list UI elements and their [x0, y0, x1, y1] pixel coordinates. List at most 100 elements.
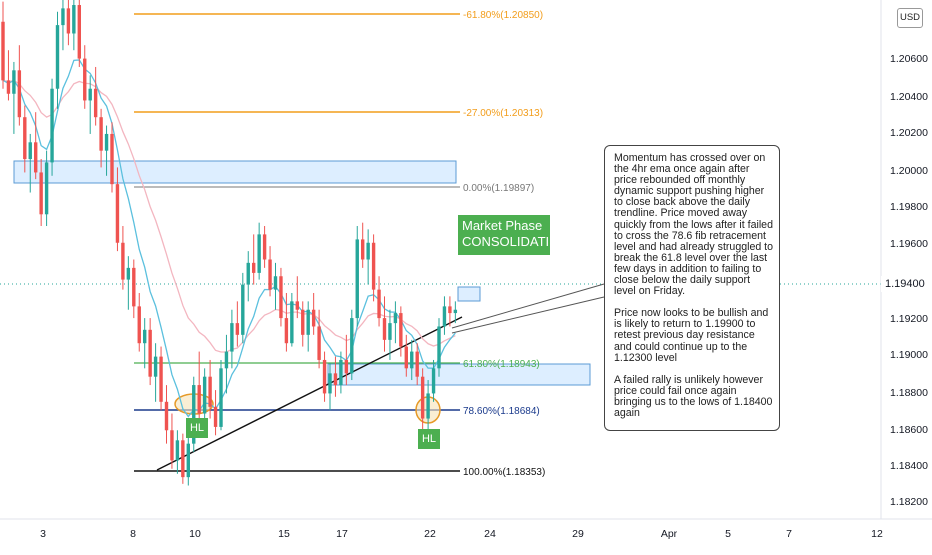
candle: [148, 318, 152, 386]
candle-body: [252, 262, 256, 273]
candle-body: [420, 376, 425, 419]
candle: [208, 359, 212, 419]
candle: [339, 351, 343, 394]
candle: [153, 343, 158, 402]
candle: [333, 356, 338, 397]
candle-body: [1, 21, 5, 81]
candle-body: [83, 58, 87, 101]
candle: [159, 346, 163, 411]
candle-body: [213, 406, 218, 427]
hl-label-left: HL: [186, 418, 208, 438]
candle-body: [322, 359, 327, 394]
candle-body: [34, 142, 38, 173]
last-price-label: 1.19400: [881, 276, 932, 292]
candle: [186, 435, 190, 486]
candle-body: [279, 276, 283, 319]
candle: [377, 276, 381, 327]
analysis-paragraph-1: Momentum has crossed over on the 4hr ema…: [614, 152, 774, 298]
candle: [77, 0, 81, 67]
candle: [34, 112, 38, 180]
candle-body: [241, 284, 245, 335]
candle-body: [6, 80, 11, 94]
candle: [382, 296, 387, 352]
candle-body: [361, 239, 365, 260]
candle: [213, 390, 218, 436]
candle: [301, 301, 305, 347]
candle: [448, 296, 452, 327]
y-tick-label: 1.18600: [890, 424, 928, 436]
candle: [399, 306, 403, 357]
candle: [72, 0, 76, 51]
market-phase-title: Market Phase: [462, 218, 543, 233]
candle: [197, 351, 201, 427]
candle: [126, 256, 131, 310]
candle-body: [306, 309, 310, 335]
candle: [311, 292, 316, 335]
y-tick-label: 1.19200: [890, 313, 928, 325]
candle-body: [137, 306, 141, 344]
y-tick-label: 1.20200: [890, 127, 928, 139]
callout-connector-1: [451, 283, 605, 329]
candle-body: [410, 351, 414, 369]
fib-level-label: 100.00%(1.18353): [463, 467, 545, 478]
fib-level-label: 78.60%(1.18684): [463, 406, 540, 417]
market-phase-label: Market Phase CONSOLIDATING: [458, 215, 569, 255]
candle: [410, 339, 414, 381]
candle: [295, 276, 299, 319]
currency-badge[interactable]: USD: [897, 8, 923, 28]
candle-body: [208, 376, 212, 407]
hl-label-right: HL: [418, 429, 440, 449]
candle: [415, 343, 419, 386]
candle-body: [126, 267, 131, 280]
candle-body: [317, 326, 321, 360]
candle-body: [115, 184, 120, 243]
candle-body: [164, 401, 169, 431]
candle: [328, 363, 332, 411]
candle-body: [344, 359, 349, 374]
candle-body: [121, 242, 125, 280]
candle: [393, 301, 398, 344]
candle-body: [388, 323, 392, 340]
candle: [219, 359, 223, 431]
y-tick-label: 1.19800: [890, 201, 928, 213]
candle-body: [99, 117, 103, 151]
y-tick-label: 1.18400: [890, 460, 928, 472]
candle-body: [246, 262, 250, 285]
y-tick-label: 1.20400: [890, 91, 928, 103]
x-tick-label: 10: [189, 528, 201, 540]
candle: [404, 334, 408, 377]
candle-body: [311, 309, 316, 327]
candle: [268, 246, 272, 297]
candle-body: [170, 430, 174, 461]
candle-body: [333, 373, 338, 386]
candle-body: [442, 306, 447, 327]
candle: [355, 226, 359, 327]
candle: [192, 376, 196, 453]
candle: [344, 334, 349, 386]
candle-body: [61, 8, 65, 26]
candle-body: [143, 329, 147, 344]
candle-body: [257, 234, 261, 273]
candle-body: [50, 88, 54, 163]
resistance-zone: [13, 160, 457, 184]
trendline: [156, 316, 463, 471]
candle-body: [192, 385, 196, 444]
y-tick-label: 1.19600: [890, 238, 928, 250]
candle: [44, 150, 49, 227]
candle: [1, 1, 5, 89]
candle: [284, 292, 289, 352]
candle: [23, 105, 27, 173]
candle-body: [399, 313, 403, 347]
candle: [350, 309, 354, 381]
candle-body: [153, 356, 158, 377]
y-tick-label: 1.20000: [890, 165, 928, 177]
y-tick-label: 1.19000: [890, 349, 928, 361]
candle-body: [23, 117, 27, 160]
candle-body: [426, 393, 430, 419]
candle: [317, 309, 321, 369]
candle-body: [28, 142, 32, 160]
candle-body: [93, 88, 98, 118]
candle-body: [77, 5, 81, 59]
